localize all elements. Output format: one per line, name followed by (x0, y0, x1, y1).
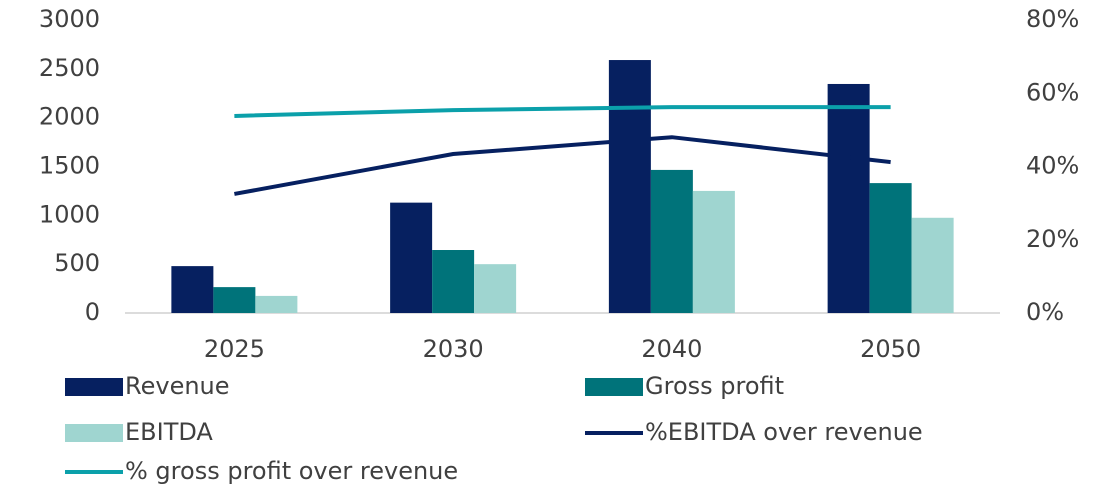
y-tick-label: 0 (85, 298, 100, 326)
legend-label: Gross profit (645, 372, 784, 400)
bar (911, 217, 954, 313)
bar (255, 295, 298, 313)
bar (608, 60, 651, 313)
legend-label: %EBITDA over revenue (645, 418, 923, 446)
legend-label: % gross profit over revenue (125, 457, 458, 485)
y2-tick-label: 60% (1026, 78, 1079, 106)
bar (869, 183, 912, 313)
line (234, 105, 891, 118)
y-tick-label: 1500 (39, 152, 100, 180)
bar (474, 264, 517, 313)
y-tick-label: 2500 (39, 54, 100, 82)
y2-tick-label: 0% (1026, 298, 1064, 326)
y2-tick-label: 40% (1026, 152, 1079, 180)
x-tick-label: 2025 (204, 335, 265, 363)
bar (432, 250, 475, 313)
bar (213, 287, 256, 313)
y-tick-label: 3000 (39, 5, 100, 33)
legend-swatch (65, 378, 123, 396)
bar (692, 190, 735, 313)
legend-swatch (585, 378, 643, 396)
legend-label: EBITDA (125, 418, 213, 446)
x-tick-label: 2030 (423, 335, 484, 363)
y-tick-label: 1000 (39, 200, 100, 228)
bar (171, 266, 214, 313)
line (234, 135, 891, 196)
bar (827, 83, 870, 313)
legend-label: Revenue (125, 372, 230, 400)
bar (390, 202, 433, 313)
x-tick-label: 2050 (860, 335, 921, 363)
bar (650, 169, 693, 313)
y-tick-label: 500 (54, 249, 100, 277)
y2-tick-label: 80% (1026, 5, 1079, 33)
y2-tick-label: 20% (1026, 225, 1079, 253)
legend-swatch (65, 424, 123, 442)
y-tick-label: 2000 (39, 103, 100, 131)
x-tick-label: 2040 (641, 335, 702, 363)
